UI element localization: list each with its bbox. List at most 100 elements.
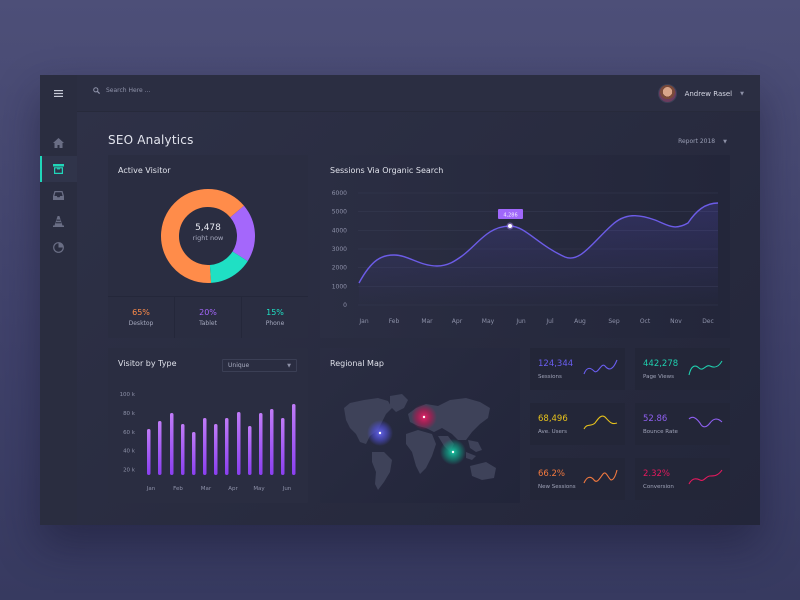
chevron-down-icon: ▼ — [740, 90, 744, 97]
svg-text:Apr: Apr — [228, 486, 238, 492]
highlight-point[interactable] — [508, 224, 512, 228]
svg-text:Nov: Nov — [670, 318, 682, 325]
svg-text:6000: 6000 — [332, 190, 347, 197]
search-input[interactable] — [106, 87, 286, 94]
svg-text:Jan: Jan — [146, 486, 156, 492]
svg-text:Jun: Jun — [282, 486, 292, 492]
svg-text:40 k: 40 k — [123, 449, 136, 455]
archive-icon — [53, 164, 64, 174]
svg-text:2000: 2000 — [332, 265, 347, 272]
world-map — [344, 394, 496, 490]
svg-text:Sep: Sep — [608, 318, 620, 325]
page-title: SEO Analytics — [108, 133, 194, 147]
sidebar-nav — [40, 130, 77, 260]
svg-text:Jun: Jun — [515, 318, 526, 325]
card-title: Visitor by Type — [118, 359, 177, 368]
sidebar-item-reports[interactable] — [40, 234, 77, 260]
svg-text:5000: 5000 — [332, 209, 347, 216]
sessions-line-chart: 6000 5000 4000 3000 2000 1000 0 4,286 Ja… — [332, 190, 719, 325]
stat-label: Page Views — [643, 374, 674, 380]
sparkline-icon — [688, 360, 723, 376]
sidebar-item-archive[interactable] — [40, 156, 77, 182]
phone-label: Phone — [265, 320, 285, 327]
svg-text:May: May — [482, 318, 495, 325]
svg-text:1000: 1000 — [332, 283, 347, 290]
sessions-card: Sessions Via Organic Search — [320, 155, 730, 338]
main-content: SEO Analytics Report 2018 ▼ Active Visit… — [77, 112, 760, 525]
phone-pct: 15% — [266, 308, 284, 317]
search-icon — [93, 87, 100, 94]
stat-value: 2.32% — [643, 469, 671, 479]
device-tablet: 20% Tablet — [175, 297, 242, 338]
svg-text:Apr: Apr — [452, 318, 463, 325]
search-box — [93, 87, 286, 94]
stat-value: 124,344 — [538, 359, 574, 369]
stat-new-sessions[interactable]: 66.2% New Sessions — [530, 458, 625, 500]
svg-text:Jan: Jan — [358, 318, 368, 325]
chevron-down-icon: ▼ — [723, 138, 727, 145]
home-icon — [53, 138, 64, 148]
stat-label: Conversion — [643, 484, 674, 490]
tooltip-value: 4,286 — [503, 213, 517, 219]
svg-text:Mar: Mar — [201, 486, 212, 492]
sidebar-item-cone[interactable] — [40, 208, 77, 234]
app-window: Andrew Rasel ▼ SEO Analytics Report 2018… — [40, 75, 760, 525]
desktop-pct: 65% — [132, 308, 150, 317]
stat-value: 66.2% — [538, 469, 566, 479]
user-menu[interactable]: Andrew Rasel ▼ — [657, 84, 744, 103]
stat-value: 52.86 — [643, 414, 668, 424]
active-visitor-sub: right now — [192, 234, 224, 242]
visitor-type-bar-chart: 100 k 80 k 60 k 40 k 20 k — [120, 392, 296, 492]
stat-value: 68,496 — [538, 414, 568, 424]
top-bar: Andrew Rasel ▼ — [77, 75, 760, 112]
svg-text:Feb: Feb — [389, 318, 400, 325]
svg-text:Dec: Dec — [702, 318, 714, 325]
chevron-down-icon: ▼ — [287, 362, 291, 369]
inbox-icon — [53, 190, 64, 200]
card-title: Regional Map — [330, 359, 384, 368]
stat-bounce-rate[interactable]: 52.86 Bounce Rate — [635, 403, 730, 445]
sidebar-item-inbox[interactable] — [40, 182, 77, 208]
desktop-label: Desktop — [128, 320, 154, 327]
tooltip-box — [498, 209, 523, 219]
sparkline-icon — [583, 415, 618, 430]
avatar — [657, 84, 677, 103]
device-phone: 15% Phone — [242, 297, 308, 338]
svg-text:60 k: 60 k — [123, 430, 136, 436]
bars — [147, 404, 296, 475]
x-axis-labels: Jan Feb Mar Apr May Jun Jul Aug Sep Oct … — [358, 318, 713, 325]
sidebar-item-home[interactable] — [40, 130, 77, 156]
report-year-dropdown[interactable]: Report 2018 ▼ — [678, 138, 727, 145]
svg-text:100 k: 100 k — [120, 392, 136, 398]
y-axis-labels: 6000 5000 4000 3000 2000 1000 0 — [332, 190, 347, 309]
stat-label: New Sessions — [538, 484, 576, 490]
user-name: Andrew Rasel — [684, 89, 733, 98]
card-title: Active Visitor — [118, 166, 171, 175]
svg-text:20 k: 20 k — [123, 468, 136, 474]
svg-text:May: May — [253, 486, 265, 492]
stat-ave-users[interactable]: 68,496 Ave. Users — [530, 403, 625, 445]
hamburger-icon — [54, 90, 63, 97]
svg-text:Mar: Mar — [421, 318, 433, 325]
stat-sessions[interactable]: 124,344 Sessions — [530, 348, 625, 390]
svg-text:Aug: Aug — [574, 318, 586, 325]
stat-label: Sessions — [538, 374, 562, 380]
svg-text:0: 0 — [343, 302, 347, 309]
active-visitor-donut-chart — [161, 189, 255, 283]
svg-text:Oct: Oct — [640, 318, 651, 325]
x-axis-labels: Jan Feb Mar Apr May Jun — [146, 486, 292, 492]
active-visitor-count: 5,478 — [195, 223, 221, 233]
sparkline-icon — [688, 416, 723, 428]
stat-label: Bounce Rate — [643, 429, 678, 435]
report-year-label: Report 2018 — [678, 138, 716, 145]
sparkline-icon — [688, 469, 723, 485]
stat-page-views[interactable]: 442,278 Page Views — [635, 348, 730, 390]
visitor-type-select[interactable]: Unique ▼ — [222, 359, 297, 372]
regional-map-card: Regional Map — [320, 348, 520, 503]
hamburger-menu-button[interactable] — [40, 75, 77, 112]
donut-center: 5,478 right now — [160, 223, 256, 242]
stat-conversion[interactable]: 2.32% Conversion — [635, 458, 730, 500]
pie-chart-icon — [53, 241, 64, 253]
sessions-area — [359, 203, 718, 305]
card-title: Sessions Via Organic Search — [330, 166, 444, 175]
